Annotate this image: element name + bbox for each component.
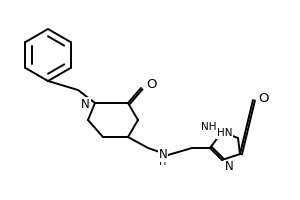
Text: N: N xyxy=(225,160,234,173)
Text: HN: HN xyxy=(217,128,232,138)
Text: N: N xyxy=(159,148,167,162)
Text: N: N xyxy=(81,98,90,110)
Text: O: O xyxy=(258,92,268,104)
Text: O: O xyxy=(146,78,157,92)
Text: NH: NH xyxy=(202,122,217,132)
Text: H: H xyxy=(159,157,167,167)
